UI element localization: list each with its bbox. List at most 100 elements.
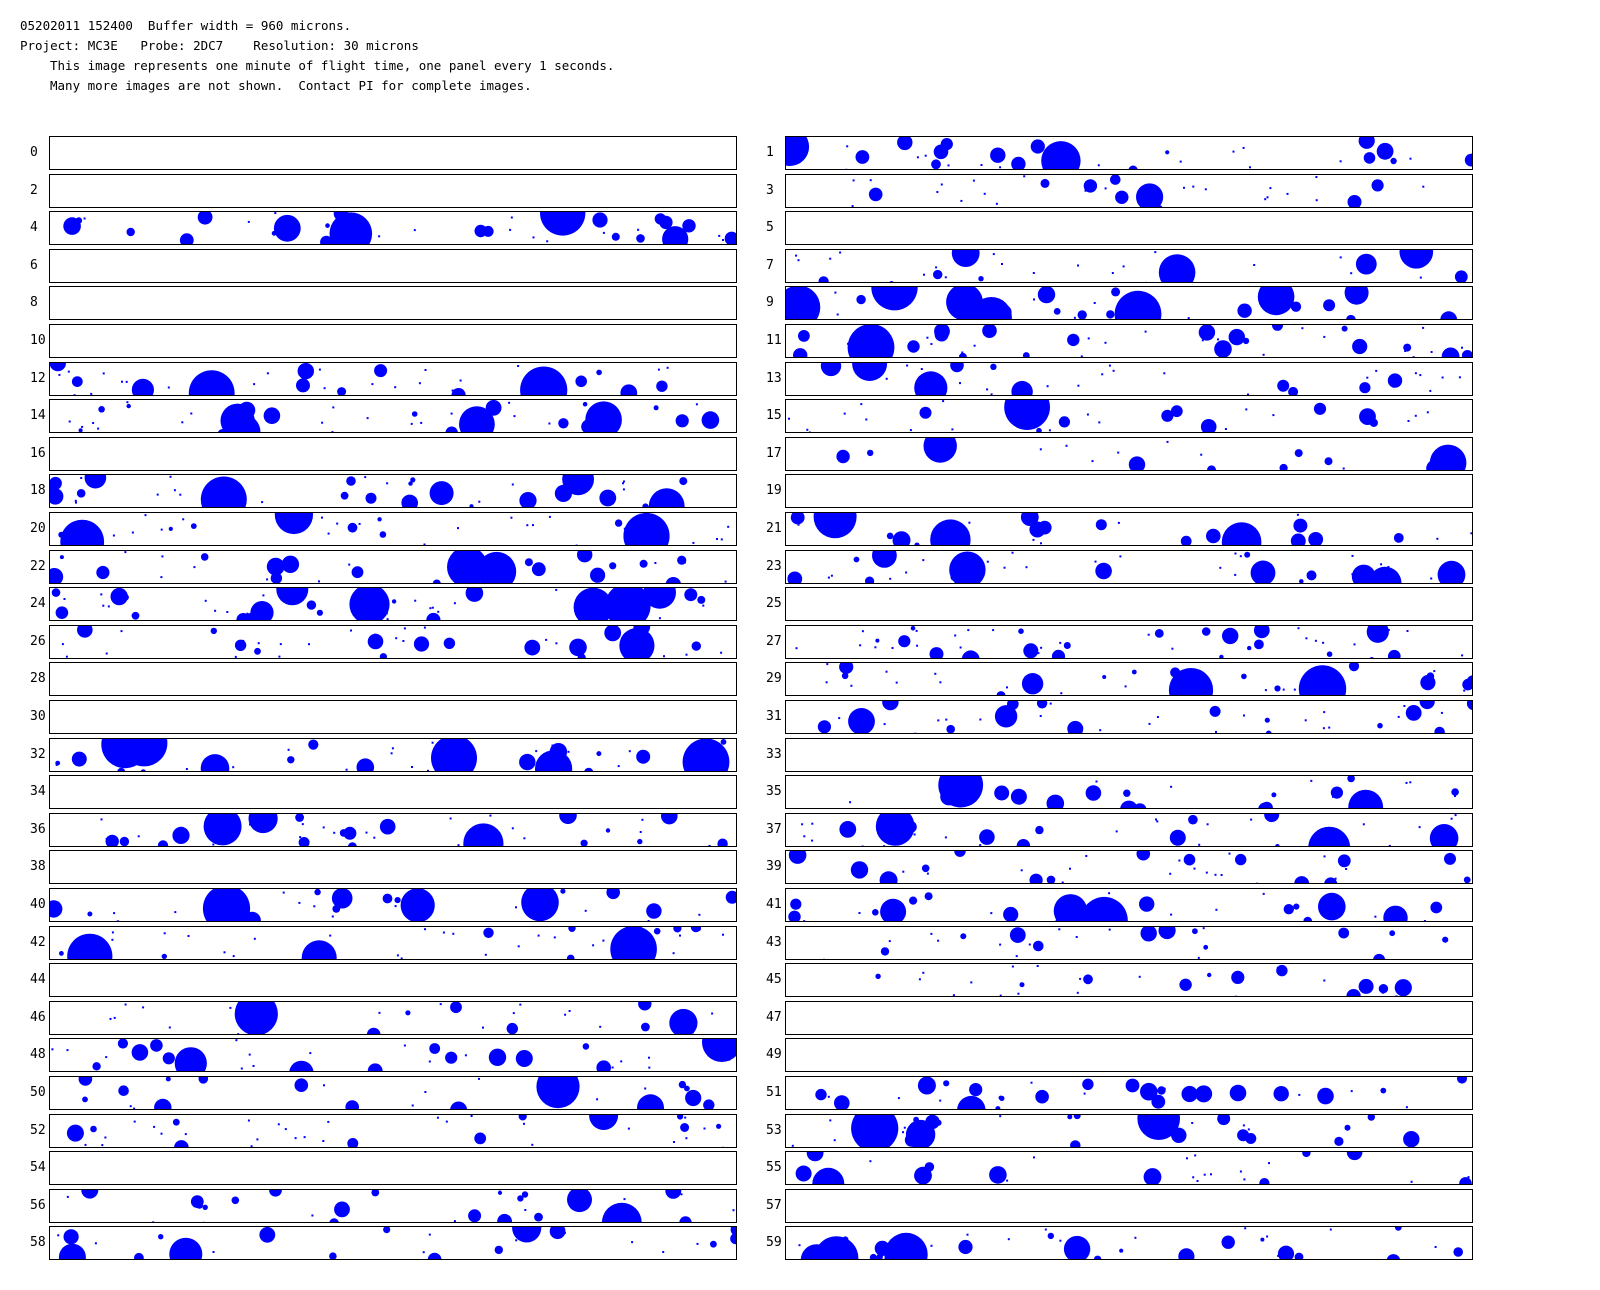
particle-speckle [638,957,641,959]
particle-speckle [924,154,927,157]
particle [619,628,655,658]
panel-label: 30 [30,709,46,724]
probe-image-panel [49,399,737,433]
particle-speckle [301,823,304,826]
particle [1257,287,1295,316]
probe-image-panel [49,738,737,772]
particle [161,953,167,959]
particle [1051,649,1066,658]
particle-speckle [1304,719,1307,722]
particle [1170,405,1183,418]
particle-speckle [457,844,460,846]
particle-speckle [883,723,886,726]
panel-label: 17 [766,446,782,461]
particle [1318,892,1346,921]
particle [1326,651,1333,657]
particle-speckle [101,1144,104,1147]
particle-speckle [125,380,128,383]
particle-speckle [1269,187,1272,190]
particle [347,522,358,533]
particle [1429,824,1459,846]
particle-speckle [1437,843,1440,846]
particle-speckle [930,1244,933,1247]
particle-speckle [298,901,301,904]
probe-image-panel [785,775,1473,809]
particle [1303,916,1312,921]
particle [1459,1177,1472,1184]
particle [1405,705,1422,721]
particle-speckle [1422,326,1425,329]
panel-label: 58 [30,1235,46,1250]
particle [1346,989,1361,996]
panel-label: 5 [766,220,774,235]
particle [917,1077,936,1095]
particle [1288,386,1299,395]
probe-image-panel [785,399,1473,433]
particle-speckle [302,589,305,592]
particle-speckle [1264,689,1267,692]
particle-speckle [1387,629,1390,631]
particle [1011,156,1026,169]
particle-speckle [1059,641,1062,644]
particle [1222,627,1239,645]
particle-speckle [666,366,669,369]
particle-speckle [923,273,925,276]
particle [1082,1078,1094,1090]
particle-speckle [823,958,825,959]
particle-speckle [152,1221,155,1222]
particle [648,488,685,507]
particle-speckle [1205,871,1208,874]
particle-speckle [422,1251,425,1254]
particle-speckle [174,911,177,914]
particle-speckle [374,633,377,636]
particle-speckle [1406,630,1409,632]
particle [1083,974,1093,985]
particle [1393,533,1404,543]
particle [1440,311,1458,319]
particle [531,562,546,577]
particle-speckle [697,756,700,759]
particle-speckle [57,1234,60,1237]
particle-speckle [535,750,538,753]
particle-speckle [153,1125,156,1128]
header-date-buffer: 05202011 152400 Buffer width = 960 micro… [20,18,352,33]
particle [131,611,140,620]
probe-image-panel [785,1151,1473,1185]
particle-speckle [248,1053,251,1056]
particle [471,824,485,838]
particle-speckle [1268,1162,1270,1165]
particle-speckle [1314,639,1317,642]
particle-speckle [617,765,620,768]
particle-speckle [1016,702,1019,704]
particle-speckle [817,1257,820,1259]
particle [198,1077,209,1084]
particle-speckle [498,1190,501,1193]
particle [51,588,61,597]
particle-speckle [142,1006,145,1009]
particle-speckle [1412,356,1415,357]
particle-speckle [584,909,587,912]
particle [690,927,701,933]
particle [343,826,357,840]
particle [202,889,251,921]
particle-image [793,325,1472,357]
particle-speckle [169,475,172,478]
particle [227,814,236,822]
particle [1207,972,1212,978]
particle [886,532,894,540]
panel-label: 27 [766,634,782,649]
probe-image-panel [49,249,737,283]
particle [517,1195,524,1202]
particle-speckle [1467,1176,1470,1179]
particle [787,571,803,583]
particle-speckle [834,291,837,294]
particle [465,588,484,602]
particle [880,947,890,956]
particle [1308,532,1324,545]
particle-image [55,739,730,771]
particle-speckle [647,506,650,507]
particle-speckle [185,768,188,770]
particle [410,477,416,483]
particle-speckle [184,1133,187,1136]
particle-speckle [322,1140,325,1142]
